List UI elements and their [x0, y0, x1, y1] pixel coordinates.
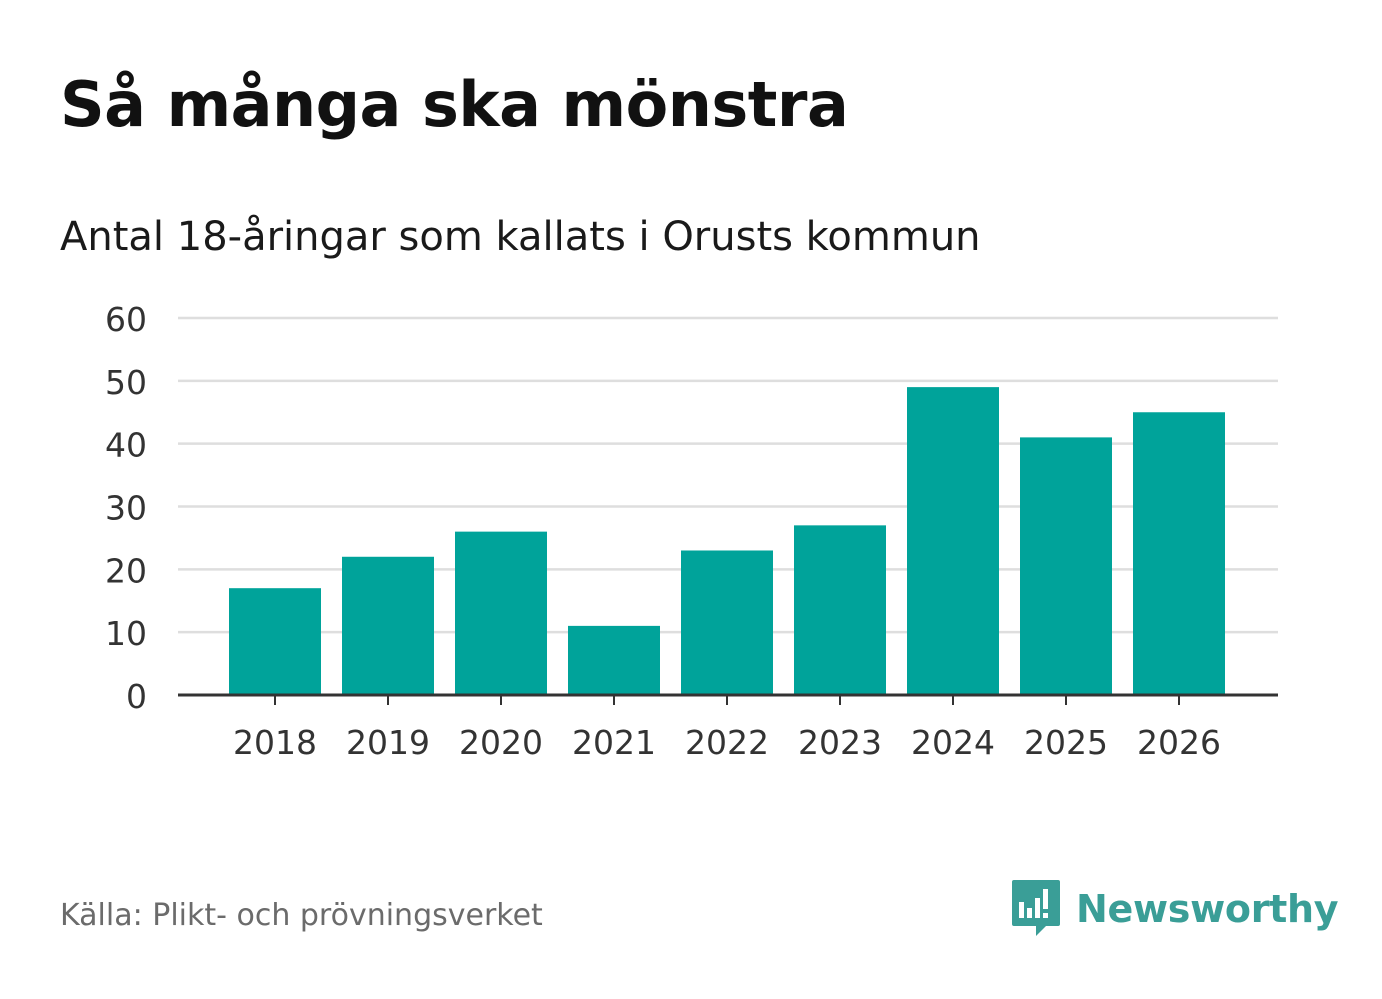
bar [568, 625, 660, 695]
x-tick-label: 2019 [346, 723, 430, 762]
y-tick-label: 40 [105, 426, 147, 465]
bar [681, 550, 773, 695]
bar [342, 556, 434, 695]
chart-title: Så många ska mönstra [60, 68, 849, 141]
y-tick-label: 0 [126, 677, 147, 716]
bar-chart: 0 10 20 30 40 50 60 2018 2019 2020 2021 2022 2023 202… [105, 300, 1278, 762]
bar [229, 588, 321, 695]
bar [907, 387, 999, 695]
x-tick-label: 2024 [911, 723, 995, 762]
x-tick-label: 2020 [459, 723, 543, 762]
x-tick-label: 2025 [1024, 723, 1108, 762]
bar [1020, 437, 1112, 695]
x-tick-label: 2018 [233, 723, 317, 762]
bar [794, 525, 886, 695]
brand-logo: Newsworthy [1010, 878, 1339, 940]
chart-subtitle: Antal 18-åringar som kallats i Orusts ko… [60, 214, 981, 260]
x-tick-label: 2021 [572, 723, 656, 762]
brand-name: Newsworthy [1076, 887, 1339, 931]
y-tick-label: 60 [105, 300, 147, 339]
y-tick-label: 20 [105, 551, 147, 590]
x-tick-label: 2023 [798, 723, 882, 762]
x-tick-label: 2026 [1137, 723, 1221, 762]
y-tick-label: 30 [105, 489, 147, 528]
x-tick-label: 2022 [685, 723, 769, 762]
bar [455, 531, 547, 695]
source-note: Källa: Plikt- och prövningsverket [60, 898, 543, 933]
y-tick-label: 50 [105, 363, 147, 402]
newsworthy-logo-icon [1012, 880, 1060, 936]
bar [1133, 412, 1225, 695]
y-tick-label: 10 [105, 614, 147, 653]
